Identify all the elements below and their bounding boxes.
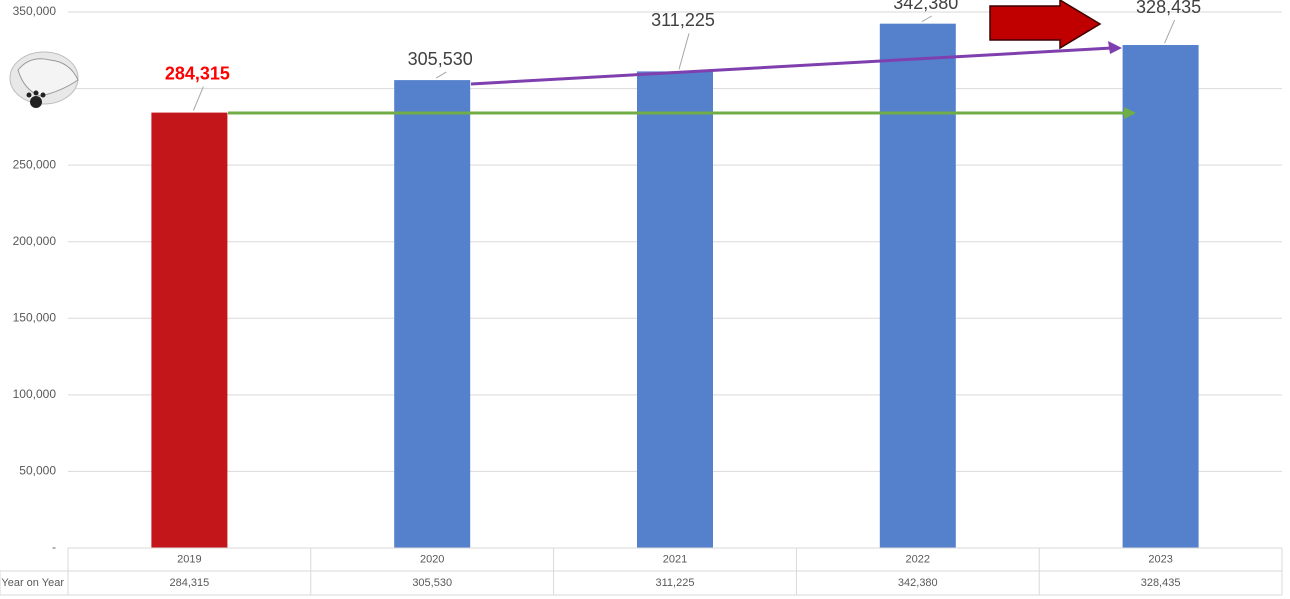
y-tick-label: -: [52, 540, 56, 554]
label-leader: [435, 71, 447, 79]
bar: [1122, 45, 1199, 548]
x-tick-label: 2023: [1148, 553, 1172, 565]
legend-entry: Year on Year: [1, 577, 64, 589]
data-label: 328,435: [1136, 0, 1201, 17]
table-value: 342,380: [898, 577, 938, 589]
table-value: 284,315: [170, 577, 210, 589]
purple-arrow-head: [1108, 41, 1122, 54]
label-leader: [192, 86, 204, 111]
data-label: 305,530: [408, 49, 473, 69]
data-table: Year on Year 284,315 305,530 311,225 342,380…: [0, 547, 1283, 596]
y-tick-label: 50,000: [19, 464, 56, 478]
data-label: 342,380: [893, 0, 958, 13]
bar: [151, 112, 228, 548]
table-value: 305,530: [412, 577, 452, 589]
table-value: 328,435: [1141, 577, 1181, 589]
annotations: [9, 0, 1136, 119]
bar-layer: 284,315 305,530 311,225 342,380 328,435: [151, 0, 1201, 549]
wolf-icon: [9, 51, 79, 108]
y-tick-label: 350,000: [13, 4, 57, 18]
data-label: 284,315: [165, 63, 230, 83]
bar: [394, 80, 471, 548]
purple-arrow: [470, 46, 1113, 86]
y-tick-label: 200,000: [13, 234, 57, 248]
x-tick-label: 2020: [420, 553, 444, 565]
label-leader: [921, 15, 933, 23]
y-tick-label: 150,000: [13, 310, 57, 324]
label-leader: [1164, 19, 1176, 44]
x-tick-label: 2021: [663, 553, 687, 565]
red-block-arrow: [989, 0, 1102, 50]
bar: [637, 71, 713, 549]
label-leader: [678, 33, 690, 70]
y-tick-label: 250,000: [13, 157, 57, 171]
table-value: 311,225: [656, 577, 695, 589]
green-arrow-head: [1124, 107, 1136, 119]
y-tick-label: 100,000: [13, 387, 57, 401]
data-label: 311,225: [651, 10, 715, 30]
bar: [879, 23, 956, 548]
x-tick-label: 2022: [906, 553, 930, 565]
x-tick-label: 2019: [177, 553, 201, 565]
